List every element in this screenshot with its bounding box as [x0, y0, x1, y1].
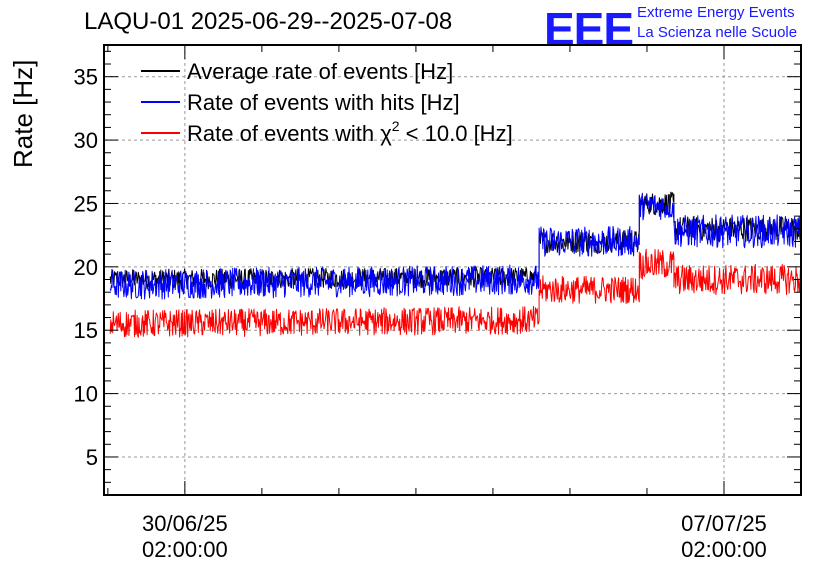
axis-ticks: 510152025303530/06/2502:00:0007/07/2502:… [74, 45, 802, 562]
legend-label-superscript: 2 [392, 118, 400, 134]
chart-title: LAQU-01 2025-06-29--2025-07-08 [84, 8, 453, 35]
y-tick-label: 15 [74, 318, 98, 343]
series-line-2 [109, 248, 802, 338]
x-tick-label-date: 07/07/25 [681, 511, 767, 536]
legend-label-2: Rate of events with χ2 < 10.0 [Hz] [187, 118, 513, 146]
x-tick-label-time: 02:00:00 [142, 537, 228, 562]
y-tick-label: 20 [74, 255, 98, 280]
x-tick-label-time: 02:00:00 [681, 537, 767, 562]
y-tick-label: 35 [74, 65, 98, 90]
legend: Average rate of events [Hz] Rate of event… [141, 59, 513, 146]
plot-border [103, 44, 802, 496]
logo-line-1: Extreme Energy Events [637, 4, 795, 21]
logo-line-2: La Scienza nelle Scuole [637, 24, 798, 41]
legend-label-0: Average rate of events [Hz] [187, 59, 453, 84]
plot-frame [103, 44, 802, 496]
eee-logo: EEE [544, 3, 634, 55]
legend-label-1: Rate of events with hits [Hz] [187, 90, 460, 115]
y-tick-label: 30 [74, 128, 98, 153]
series-group [109, 191, 802, 338]
x-tick-label-date: 30/06/25 [142, 511, 228, 536]
y-tick-label: 25 [74, 191, 98, 216]
series-line-1 [109, 192, 802, 300]
y-tick-label: 10 [74, 382, 98, 407]
legend-label-suffix: < 10.0 [Hz] [400, 121, 513, 146]
legend-label-prefix: Rate of events with χ [187, 121, 392, 146]
y-tick-label: 5 [86, 445, 98, 470]
